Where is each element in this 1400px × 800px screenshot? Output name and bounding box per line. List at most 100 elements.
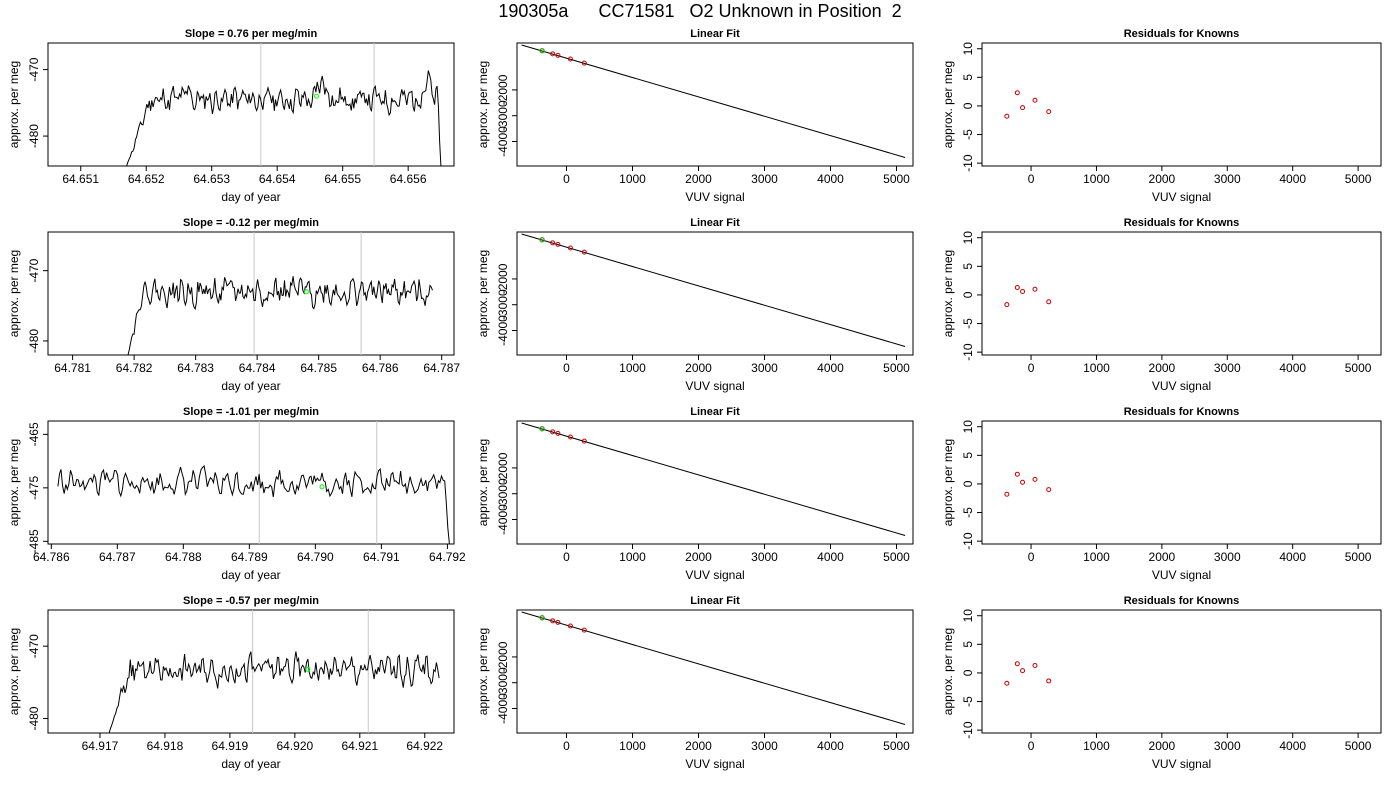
chart-panel-r3-ts: Slope = -1.01 per meg/min 64.786 64.787 64.… (7, 406, 466, 582)
x-axis-label: VUV signal (685, 379, 744, 393)
residual-point (1046, 678, 1052, 684)
y-tick-label: -470 (27, 57, 41, 81)
x-tick-label: 64.783 (177, 361, 214, 375)
x-tick-label: 64.784 (239, 361, 276, 375)
x-axis-label: VUV signal (685, 568, 744, 582)
signal-line (127, 276, 433, 355)
y-axis-label: approx. per meg (7, 439, 21, 526)
x-tick-label: 4000 (1279, 361, 1306, 375)
x-tick-label: 2000 (685, 550, 712, 564)
y-tick-label: 0 (961, 669, 975, 676)
x-tick-label: 64.791 (363, 550, 400, 564)
residual-point (1020, 288, 1026, 294)
x-axis-label: VUV signal (685, 190, 744, 204)
plot-area (127, 232, 433, 355)
mean-marker (305, 666, 311, 672)
y-tick-label: -4000 (496, 693, 510, 724)
x-tick-label: 1000 (1083, 739, 1110, 753)
plot-frame (981, 42, 1382, 167)
plot-area (126, 43, 442, 166)
panel-title: Linear Fit (690, 217, 740, 229)
y-tick-label: -485 (27, 529, 41, 553)
x-tick-label: 2000 (685, 172, 712, 186)
y-axis-label: approx. per meg (7, 628, 21, 715)
x-tick-label: 64.651 (62, 172, 99, 186)
x-tick-label: 4000 (817, 550, 844, 564)
x-tick-label: 4000 (817, 361, 844, 375)
x-tick-label: 4000 (817, 172, 844, 186)
x-tick-label: 3000 (751, 361, 778, 375)
x-tick-label: 5000 (1345, 550, 1372, 564)
y-tick-label: 5 (961, 452, 975, 459)
x-tick-label: 64.792 (429, 550, 466, 564)
x-tick-label: 1000 (1083, 361, 1110, 375)
x-tick-label: 64.652 (128, 172, 165, 186)
x-tick-label: 64.788 (165, 550, 202, 564)
x-tick-label: 0 (1028, 361, 1035, 375)
known-point (567, 56, 573, 62)
residual-point (1020, 668, 1026, 674)
plot-frame (981, 609, 1382, 734)
residual-point (1004, 113, 1010, 119)
y-tick-label: -2000 (496, 641, 510, 672)
panel-title: Residuals for Knowns (1124, 28, 1240, 40)
panel-title: Residuals for Knowns (1124, 595, 1240, 607)
x-tick-label: 5000 (1345, 172, 1372, 186)
panel-title: Linear Fit (690, 406, 740, 418)
y-axis-label: approx. per meg (476, 61, 490, 148)
y-axis-label: approx. per meg (941, 250, 955, 337)
plot-area (1004, 284, 1052, 308)
x-tick-label: 64.654 (259, 172, 296, 186)
y-tick-label: -3000 (496, 667, 510, 698)
y-tick-label: -2000 (496, 452, 510, 483)
chart-panel-r1-ts: Slope = 0.76 per meg/min 64.651 64.652 64.6… (7, 28, 455, 204)
x-tick-label: 0 (1028, 550, 1035, 564)
x-tick-label: 0 (563, 361, 570, 375)
x-tick-label: 64.787 (99, 550, 136, 564)
y-tick-label: -3000 (496, 289, 510, 320)
x-tick-label: 64.653 (193, 172, 230, 186)
panel-title: Residuals for Knowns (1124, 406, 1240, 418)
y-axis-label: approx. per meg (476, 628, 490, 715)
x-tick-label: 0 (563, 739, 570, 753)
y-tick-label: -4000 (496, 315, 510, 346)
known-point (555, 241, 561, 247)
y-tick-label: -480 (27, 124, 41, 148)
x-tick-label: 3000 (751, 550, 778, 564)
x-tick-label: 3000 (751, 739, 778, 753)
unknown-point (539, 615, 545, 621)
x-tick-label: 0 (563, 172, 570, 186)
chart-panel-r3-fit: Linear Fit 0 1000 2000 3000 4000 5000 -2000-300… (476, 406, 914, 582)
x-tick-label: 5000 (883, 550, 910, 564)
y-axis-label: approx. per meg (476, 250, 490, 337)
y-axis-label: approx. per meg (941, 628, 955, 715)
plot-frame (47, 231, 455, 356)
y-tick-label: 0 (961, 102, 975, 109)
chart-panel-r3-res: Residuals for Knowns 0 1000 2000 3000 4000 500… (941, 406, 1382, 582)
x-tick-label: 4000 (1279, 739, 1306, 753)
known-point (555, 430, 561, 436)
plot-frame (516, 609, 914, 734)
mean-marker (313, 93, 319, 99)
x-tick-label: 2000 (1149, 739, 1176, 753)
chart-panel-r2-ts: Slope = -0.12 per meg/min 64.781 64.782 64.… (7, 217, 460, 393)
x-tick-label: 4000 (1279, 172, 1306, 186)
plot-area (521, 233, 906, 347)
x-axis-label: VUV signal (1152, 379, 1211, 393)
unknown-point (539, 426, 545, 432)
signal-line (57, 465, 450, 544)
plot-area (521, 422, 906, 536)
x-tick-label: 64.786 (33, 550, 70, 564)
x-tick-label: 64.786 (362, 361, 399, 375)
chart-panel-r2-fit: Linear Fit 0 1000 2000 3000 4000 5000 -2000-300… (476, 217, 914, 393)
x-tick-label: 64.920 (276, 739, 313, 753)
y-tick-label: -3000 (496, 478, 510, 509)
signal-line (108, 651, 440, 733)
residual-point (1032, 97, 1038, 103)
x-tick-label: 2000 (1149, 550, 1176, 564)
y-tick-label: 5 (961, 263, 975, 270)
y-axis-label: approx. per meg (941, 439, 955, 526)
x-axis-label: VUV signal (1152, 568, 1211, 582)
chart-panel-r4-res: Residuals for Knowns 0 1000 2000 3000 4000 500… (941, 595, 1382, 771)
